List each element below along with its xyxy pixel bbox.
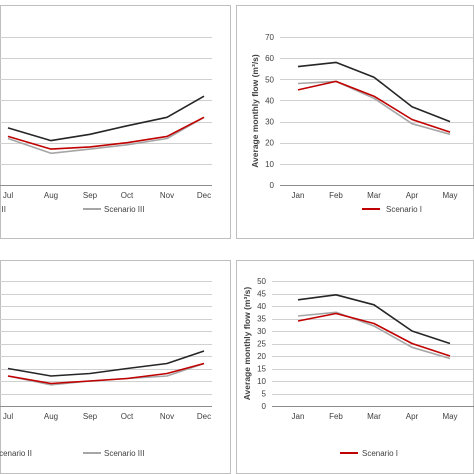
legend-label: Scenario I: [386, 205, 422, 214]
series-line-3: [7, 116, 205, 155]
x-tick-label: Mar: [367, 412, 381, 421]
y-tick-label: 5: [262, 390, 267, 399]
series-line-3: [297, 311, 451, 360]
x-tick-label: Nov: [160, 412, 174, 421]
y-tick-label: 10: [265, 160, 274, 169]
y-tick-label: 20: [257, 352, 266, 361]
chart-panel-2: 0 10 20 30 40 50 60 70 Average monthly flow (m³/…: [236, 5, 474, 239]
x-tick-label: Aug: [44, 191, 58, 200]
legend-label: Scenario III: [104, 205, 144, 214]
y-axis-label: Average monthly flow (m³/s): [242, 287, 252, 401]
x-tick-label: Jan: [292, 412, 305, 421]
y-tick-label: 50: [265, 75, 274, 84]
x-tick-label: Mar: [367, 191, 381, 200]
series-line-2: [297, 80, 451, 133]
y-tick-label: 30: [265, 118, 274, 127]
series-line-3: [297, 80, 451, 136]
x-tick-label: Oct: [121, 191, 134, 200]
x-tick-label: Apr: [406, 412, 419, 421]
x-tick-label: Oct: [121, 412, 134, 421]
x-tick-label: Sep: [83, 191, 98, 200]
x-tick-label: Jul: [3, 412, 13, 421]
y-tick-label: 50: [257, 277, 266, 286]
y-axis-label: Average monthly flow (m³/s): [250, 54, 260, 168]
series-line-2: [7, 116, 205, 150]
y-tick-label: 35: [257, 315, 266, 324]
x-tick-label: Sep: [83, 412, 98, 421]
chart-panel-4: 0 5 10 15 20 25 30 35 40 45 50 Average monthly flow…: [236, 260, 474, 474]
x-tick-label: Jan: [292, 191, 305, 200]
series-line-1: [297, 61, 451, 123]
y-tick-label: 60: [265, 54, 274, 63]
chart-panel-3: Jul Aug Sep Oct Nov Dec Scenario II Scenario II…: [0, 260, 231, 474]
y-tick-label: 45: [257, 290, 266, 299]
series-line-1: [7, 350, 205, 377]
x-tick-label: Dec: [197, 191, 211, 200]
chart-border: [236, 260, 474, 474]
y-tick-label: 40: [257, 302, 266, 311]
x-tick-label: Aug: [44, 412, 58, 421]
x-tick-label: May: [442, 191, 457, 200]
y-tick-label: 0: [262, 402, 267, 411]
x-tick-label: May: [442, 412, 457, 421]
y-tick-label: 10: [257, 377, 266, 386]
x-tick-label: Nov: [160, 191, 174, 200]
y-tick-label: 30: [257, 327, 266, 336]
y-tick-label: 70: [265, 33, 274, 42]
series-line-2: [297, 312, 451, 357]
y-tick-label: 15: [257, 365, 266, 374]
series-line-1: [7, 95, 205, 142]
x-tick-label: Apr: [406, 191, 419, 200]
x-tick-label: Feb: [329, 191, 343, 200]
legend-label: II: [2, 205, 6, 214]
legend-label: Scenario III: [104, 449, 144, 458]
series-line-1: [297, 293, 451, 345]
series-line-2: [7, 362, 205, 385]
y-tick-label: 25: [257, 340, 266, 349]
y-tick-label: 40: [265, 96, 274, 105]
y-tick-label: 20: [265, 139, 274, 148]
chart-panel-1: Jul Aug Sep Oct Nov Dec II Scenario III: [0, 5, 231, 239]
x-tick-label: Feb: [329, 412, 343, 421]
legend-label: Scenario II: [0, 449, 32, 458]
y-tick-label: 0: [270, 181, 275, 190]
x-tick-label: Dec: [197, 412, 211, 421]
x-tick-label: Jul: [3, 191, 13, 200]
legend-label: Scenario I: [362, 449, 398, 458]
